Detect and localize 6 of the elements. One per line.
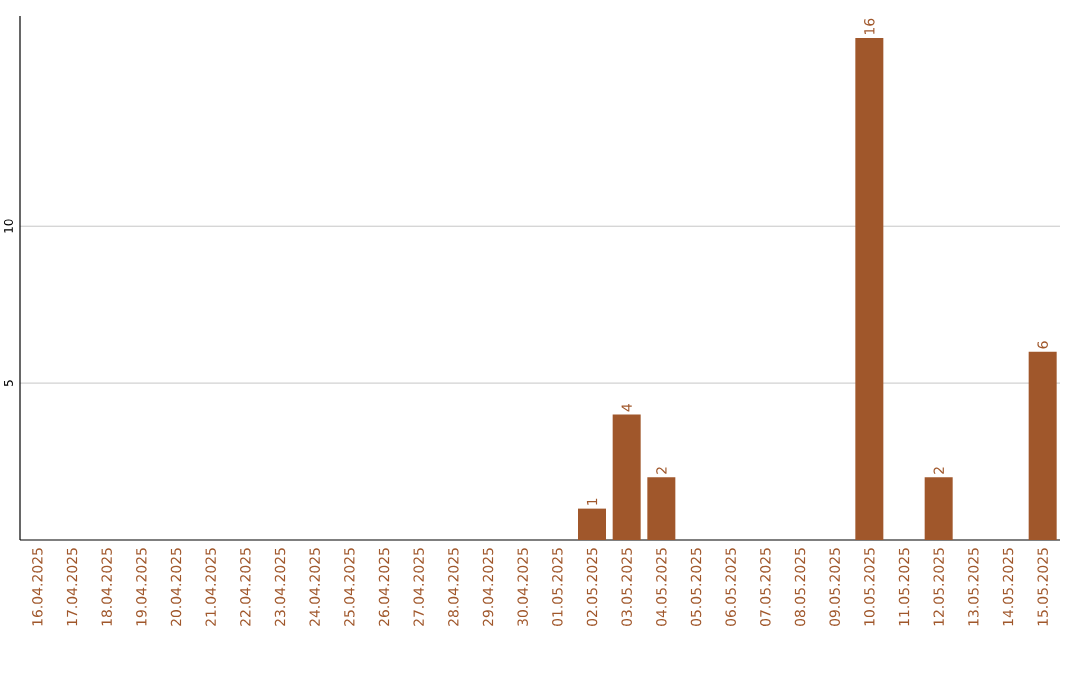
bar [1028,351,1057,540]
bar [578,508,607,540]
bar [855,37,884,540]
bar [924,477,953,540]
bar [647,477,676,540]
bar [612,414,641,540]
